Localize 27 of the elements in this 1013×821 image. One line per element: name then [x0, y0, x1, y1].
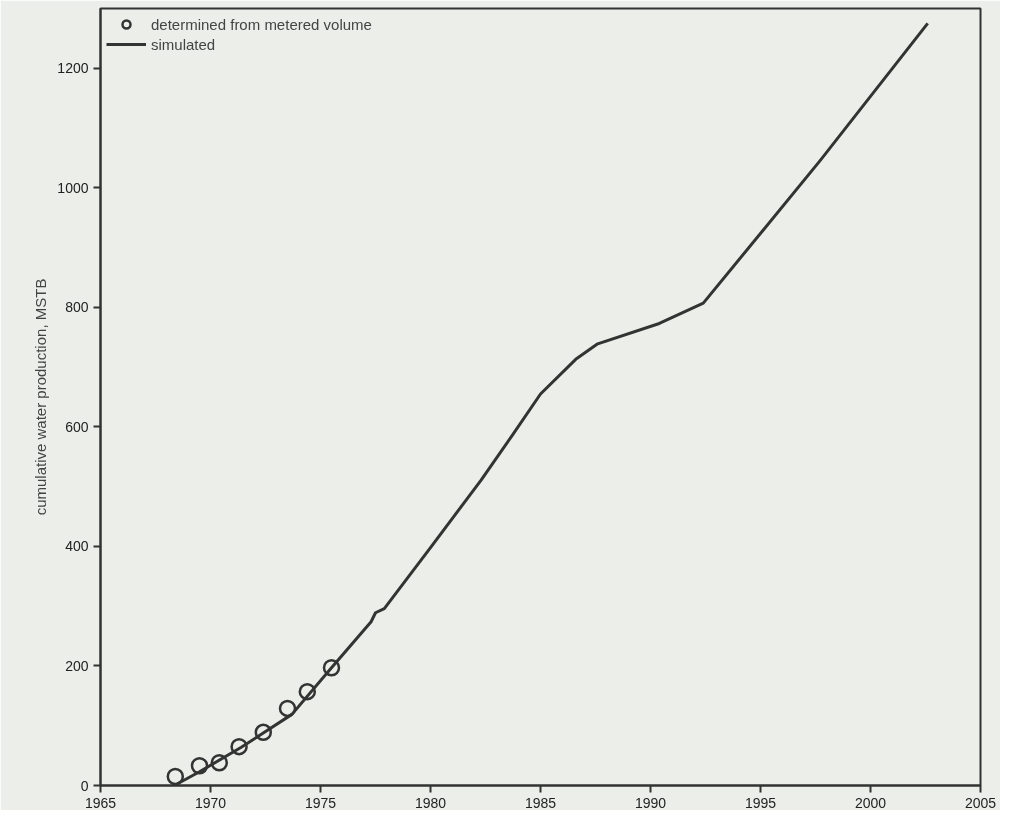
x-tick-label: 1970	[194, 794, 227, 811]
point	[254, 723, 273, 742]
y-tick-label: 1000	[57, 179, 89, 196]
legend-label: determined from metered volume	[151, 15, 372, 33]
y-tick-label: 200	[65, 657, 89, 674]
point	[166, 767, 185, 786]
point	[322, 659, 341, 677]
point	[298, 682, 317, 701]
x-tick-label: 1980	[414, 794, 447, 811]
point	[190, 757, 209, 775]
legend-label: simulated	[151, 35, 216, 53]
x-tick-label: 2005	[964, 794, 997, 811]
x-tick-label: 1990	[634, 794, 667, 811]
y-tick-label: 1200	[57, 60, 89, 77]
point	[210, 754, 229, 772]
x-tick-label: 2000	[854, 794, 887, 811]
x-tick-label: 1975	[304, 794, 337, 811]
y-tick-label: 0	[80, 777, 89, 794]
x-tick-label: 1985	[524, 794, 557, 811]
x-tick-label: 1965	[84, 794, 117, 811]
y-axis-title: cumulative water production, MSTB	[32, 278, 50, 516]
y-tick-label: 600	[65, 418, 89, 435]
y-tick-label: 800	[65, 299, 89, 316]
y-tick-label: 400	[65, 538, 89, 555]
point	[230, 737, 248, 756]
x-tick-label: 1995	[744, 794, 777, 811]
point	[278, 699, 297, 718]
